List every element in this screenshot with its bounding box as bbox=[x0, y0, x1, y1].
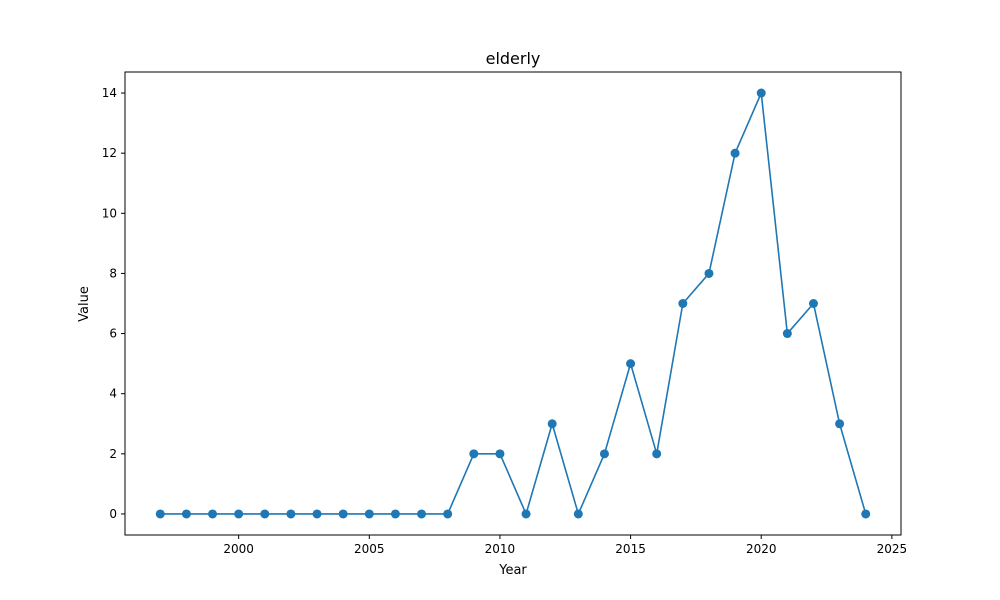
series-layer bbox=[155, 88, 871, 519]
y-tick-label: 10 bbox=[102, 206, 117, 220]
data-point bbox=[835, 419, 845, 429]
y-tick-label: 2 bbox=[109, 447, 117, 461]
x-tick-label: 2020 bbox=[746, 542, 777, 556]
data-point bbox=[678, 299, 688, 308]
data-point bbox=[626, 359, 636, 369]
data-point bbox=[364, 509, 374, 519]
chart-title: elderly bbox=[486, 49, 541, 68]
data-point bbox=[573, 509, 583, 519]
data-point bbox=[338, 509, 348, 519]
y-tick-label: 12 bbox=[102, 146, 117, 160]
x-tick-label: 2005 bbox=[354, 542, 385, 556]
plot-area-frame bbox=[124, 71, 902, 536]
x-tick-label: 2015 bbox=[615, 542, 646, 556]
y-axis: 0 2 4 6 8 10 12 14 bbox=[102, 86, 125, 521]
y-tick-label: 0 bbox=[109, 507, 117, 521]
data-point bbox=[181, 509, 191, 519]
y-tick-label: 4 bbox=[109, 387, 117, 401]
y-tick-label: 8 bbox=[109, 266, 117, 280]
y-axis-label: Value bbox=[77, 286, 92, 322]
x-axis-label: Year bbox=[498, 563, 527, 578]
data-point bbox=[417, 509, 427, 519]
x-tick-label: 2010 bbox=[485, 542, 516, 556]
data-point bbox=[652, 449, 662, 459]
x-tick-label: 2000 bbox=[223, 542, 254, 556]
data-point bbox=[782, 329, 792, 339]
data-point bbox=[260, 509, 270, 519]
data-point bbox=[730, 148, 740, 158]
data-point bbox=[312, 509, 322, 519]
x-axis: 2000 2005 2010 2015 2020 2025 bbox=[223, 535, 907, 556]
data-point bbox=[208, 509, 218, 519]
x-tick-label: 2025 bbox=[877, 542, 908, 556]
data-point bbox=[443, 509, 453, 519]
y-tick-label: 6 bbox=[109, 327, 117, 341]
data-point bbox=[704, 268, 714, 278]
y-tick-label: 14 bbox=[102, 86, 117, 100]
data-point bbox=[861, 509, 871, 519]
data-point bbox=[599, 449, 609, 459]
data-point bbox=[155, 509, 165, 519]
series-line bbox=[160, 92, 867, 515]
data-point bbox=[286, 509, 296, 519]
data-point bbox=[756, 88, 766, 98]
data-point bbox=[495, 449, 505, 459]
data-point bbox=[547, 419, 557, 429]
data-point bbox=[234, 509, 244, 519]
data-point bbox=[469, 449, 479, 459]
data-point bbox=[808, 299, 818, 308]
data-point bbox=[521, 509, 531, 519]
data-point bbox=[390, 509, 400, 519]
